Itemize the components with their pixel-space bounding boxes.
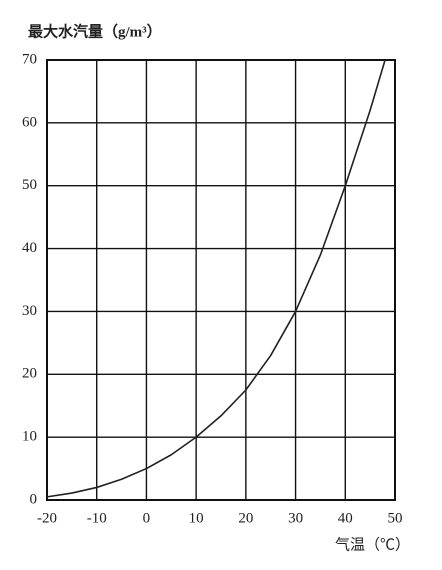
x-tick-label: 30 [288,510,303,526]
y-tick-label: 60 [22,114,37,130]
x-axis-label: 气温（℃） [335,536,410,553]
x-tick-label: 10 [189,510,204,526]
y-tick-label: 10 [22,429,37,445]
data-line [46,59,386,498]
x-tick-label: 50 [388,510,403,526]
y-tick-label: 50 [22,177,37,193]
y-tick-label: 20 [22,366,37,382]
y-tick-label: 40 [22,240,37,256]
plot-frame [46,59,396,501]
x-tick-label: -20 [37,510,57,526]
x-tick-label: 40 [338,510,353,526]
y-tick-label: 0 [30,491,38,507]
chart-title: 最大水汽量（g/m³） [28,22,162,40]
x-tick-label: 20 [238,510,253,526]
x-tick-label: -10 [87,510,107,526]
x-tick-label: 0 [143,510,151,526]
y-tick-label: 30 [22,303,37,319]
y-tick-label: 70 [22,51,37,67]
